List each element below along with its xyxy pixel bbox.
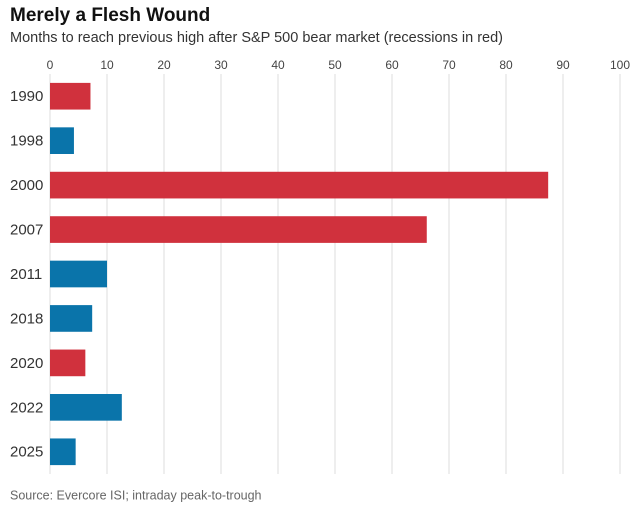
x-tick-label: 70 xyxy=(442,58,456,72)
y-tick-label: 1990 xyxy=(10,88,43,105)
y-tick-label: 2020 xyxy=(10,355,43,372)
bar xyxy=(50,349,86,377)
bar xyxy=(50,171,549,199)
y-tick-label: 2018 xyxy=(10,310,43,327)
x-tick-label: 100 xyxy=(610,58,630,72)
x-tick-label: 0 xyxy=(47,58,54,72)
x-tick-label: 10 xyxy=(100,58,114,72)
y-tick-label: 2025 xyxy=(10,444,43,461)
bar xyxy=(50,216,427,243)
bar xyxy=(50,260,107,288)
y-tick-label: 2000 xyxy=(10,177,43,194)
x-tick-label: 60 xyxy=(385,58,399,72)
chart-title: Merely a Flesh Wound xyxy=(10,5,210,26)
source-note: Source: Evercore ISI; intraday peak-to-t… xyxy=(10,488,262,502)
bar xyxy=(50,305,93,332)
y-tick-label: 2011 xyxy=(10,266,42,283)
x-tick-label: 20 xyxy=(157,58,171,72)
y-tick-label: 2007 xyxy=(10,222,43,239)
bar xyxy=(50,82,91,110)
x-tick-label: 40 xyxy=(271,58,285,72)
x-tick-label: 90 xyxy=(556,58,570,72)
bar xyxy=(50,438,76,466)
y-tick-label: 1998 xyxy=(10,133,43,150)
y-tick-label: 2022 xyxy=(10,399,43,416)
bar xyxy=(50,127,74,154)
x-tick-label: 80 xyxy=(499,58,513,72)
x-tick-label: 50 xyxy=(328,58,342,72)
chart-subtitle: Months to reach previous high after S&P … xyxy=(10,30,503,46)
x-tick-label: 30 xyxy=(214,58,228,72)
bar xyxy=(50,394,122,421)
